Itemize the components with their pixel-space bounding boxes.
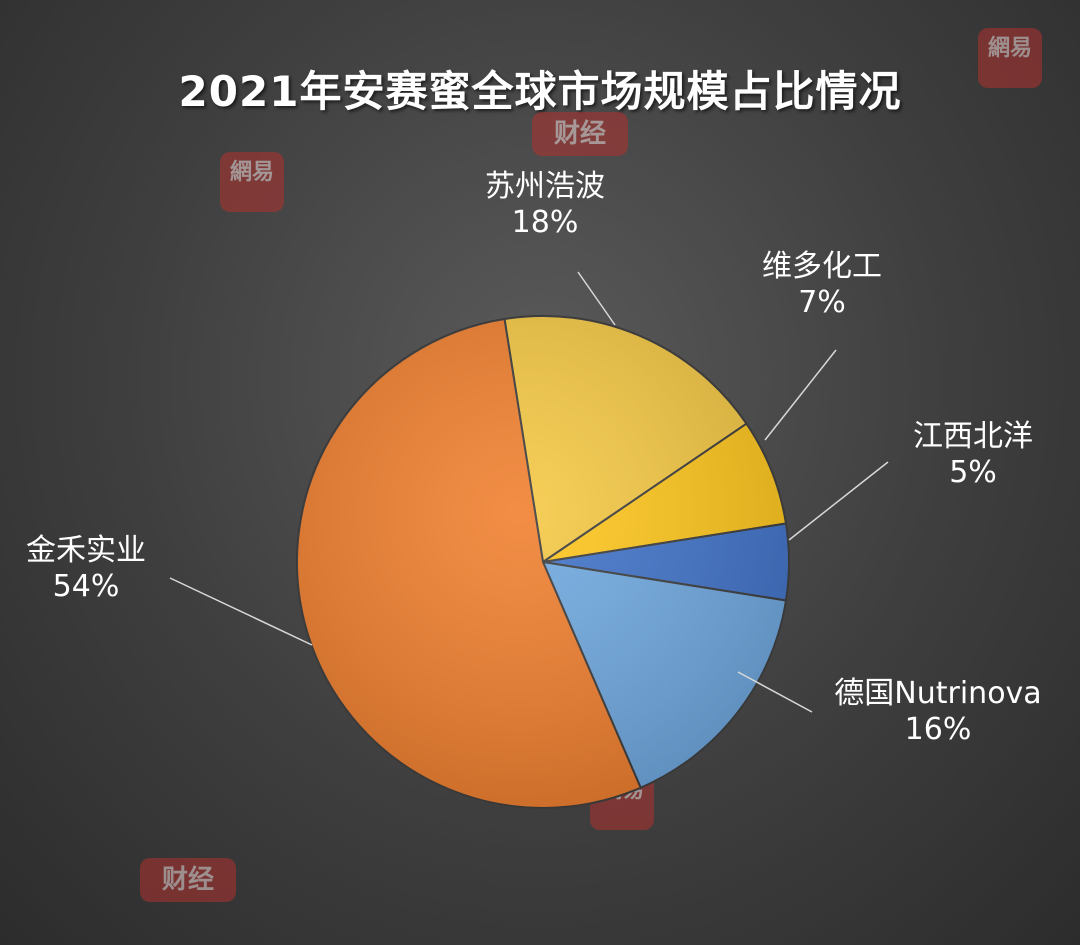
finance-watermark: 财经	[140, 858, 236, 902]
leader-line	[577, 271, 616, 326]
leader-line	[169, 577, 313, 646]
netease-watermark: 網易	[220, 152, 284, 212]
slice-value-label: 7%	[798, 285, 846, 320]
slice-value-label: 16%	[905, 712, 972, 747]
slice-name-label: 德国Nutrinova	[834, 676, 1041, 711]
slice-name-label: 江西北洋	[913, 419, 1033, 454]
finance-watermark: 财经	[532, 112, 628, 156]
slice-value-label: 54%	[53, 569, 120, 604]
leader-line	[737, 671, 813, 713]
leader-line	[764, 349, 837, 441]
slice-name-label: 苏州浩波	[485, 169, 605, 204]
slice-value-label: 18%	[512, 205, 579, 240]
slice-value-label: 5%	[949, 455, 997, 490]
leader-line	[788, 461, 889, 541]
netease-watermark: 網易	[978, 28, 1042, 88]
slice-name-label: 维多化工	[762, 249, 882, 284]
chart-title: 2021年安赛蜜全球市场规模占比情况	[178, 67, 902, 116]
slice-name-label: 金禾实业	[26, 533, 146, 568]
